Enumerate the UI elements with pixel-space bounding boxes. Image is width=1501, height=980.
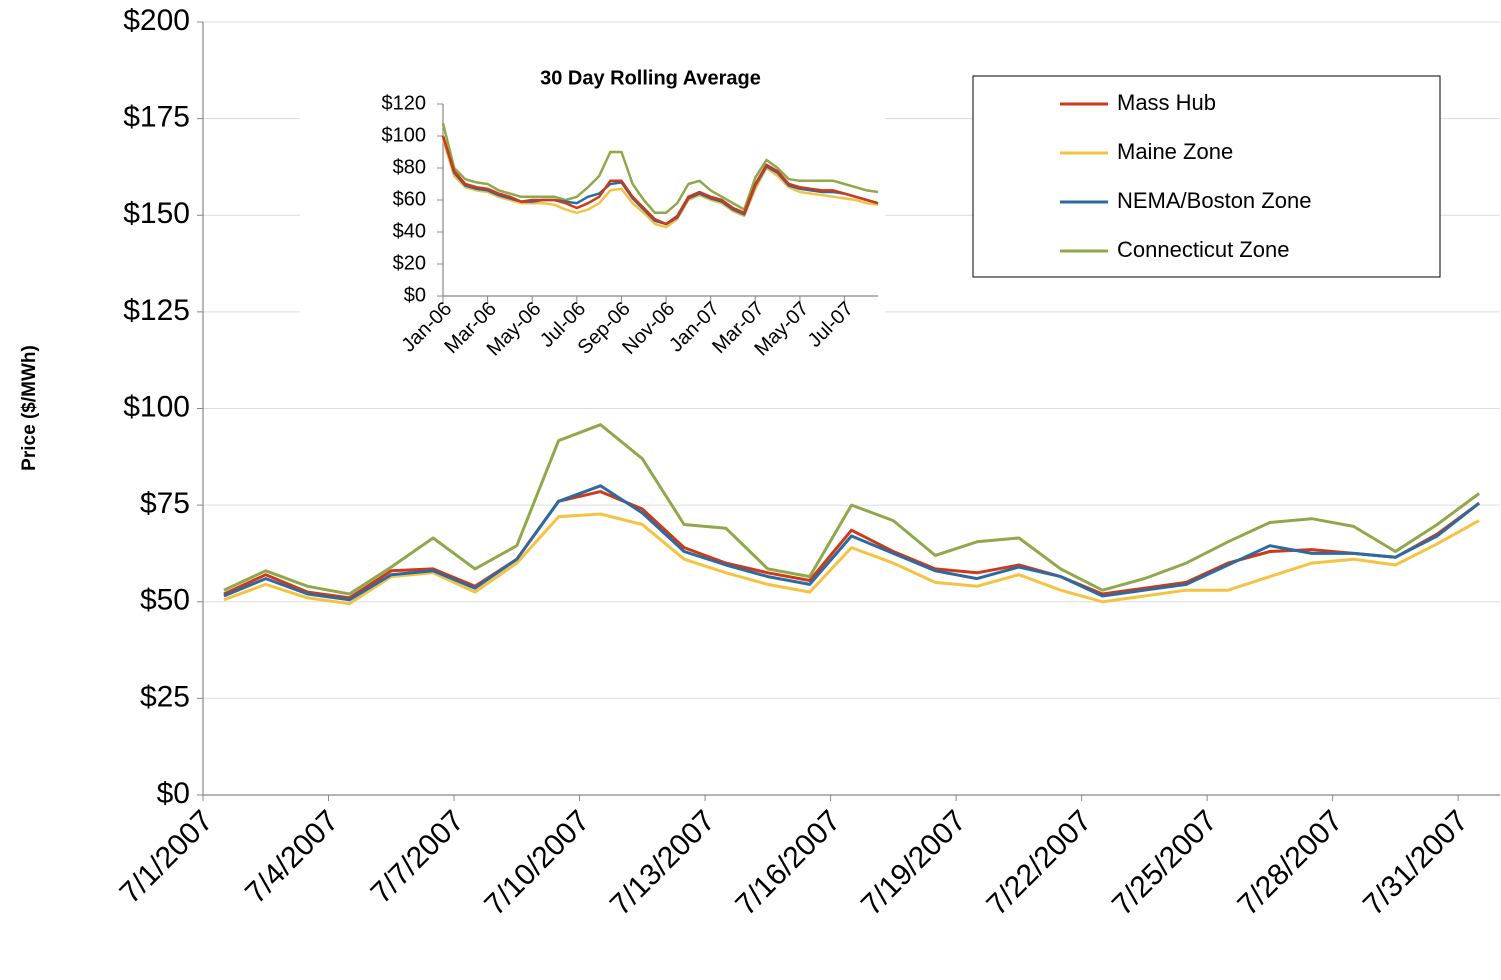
series-line xyxy=(223,484,1481,602)
x-tick-label: 7/13/2007 xyxy=(604,804,722,922)
x-tick-label: 7/10/2007 xyxy=(478,804,596,922)
y-tick-label: $75 xyxy=(140,487,190,520)
legend-label: NEMA/Boston Zone xyxy=(1117,188,1311,213)
legend-label: Maine Zone xyxy=(1117,139,1233,164)
y-tick-label: $175 xyxy=(123,101,190,134)
x-tick-label: 7/16/2007 xyxy=(729,804,847,922)
y-axis-label: Price ($/MWh) xyxy=(19,345,40,471)
series-line xyxy=(223,490,1480,600)
series-line xyxy=(441,138,879,229)
y-tick-label: $40 xyxy=(393,220,426,242)
y-tick-label: $100 xyxy=(382,124,427,146)
y-tick-label: $120 xyxy=(382,92,427,114)
y-tick-label: $20 xyxy=(393,252,426,274)
x-tick-label: 7/19/2007 xyxy=(855,804,973,922)
series-line xyxy=(441,122,879,215)
x-tick-label: 7/25/2007 xyxy=(1106,804,1224,922)
x-tick-label: 7/1/2007 xyxy=(114,804,220,910)
legend-label: Mass Hub xyxy=(1117,90,1216,115)
y-tick-label: $25 xyxy=(140,680,190,713)
x-tick-label: 7/31/2007 xyxy=(1357,804,1475,922)
y-tick-label: $80 xyxy=(393,156,426,178)
series-line xyxy=(441,135,879,226)
y-tick-label: $200 xyxy=(123,4,190,37)
y-tick-label: $50 xyxy=(140,584,190,617)
series-line xyxy=(223,423,1480,596)
x-tick-label: 7/22/2007 xyxy=(980,804,1098,922)
x-tick-label: 7/7/2007 xyxy=(365,804,471,910)
y-tick-label: $125 xyxy=(123,294,190,327)
y-tick-label: $100 xyxy=(123,390,190,423)
y-tick-label: $0 xyxy=(404,284,426,306)
y-tick-label: $0 xyxy=(157,777,190,810)
y-tick-label: $60 xyxy=(393,188,426,210)
legend-box xyxy=(972,75,1441,278)
legend-label: Connecticut Zone xyxy=(1117,237,1289,262)
chart-title: 30 Day Rolling Average xyxy=(540,67,761,89)
x-tick-label: 7/4/2007 xyxy=(239,804,345,910)
series-line xyxy=(223,512,1480,606)
x-tick-label: 7/28/2007 xyxy=(1231,804,1349,922)
inset-background xyxy=(300,55,885,407)
y-tick-label: $150 xyxy=(123,197,190,230)
